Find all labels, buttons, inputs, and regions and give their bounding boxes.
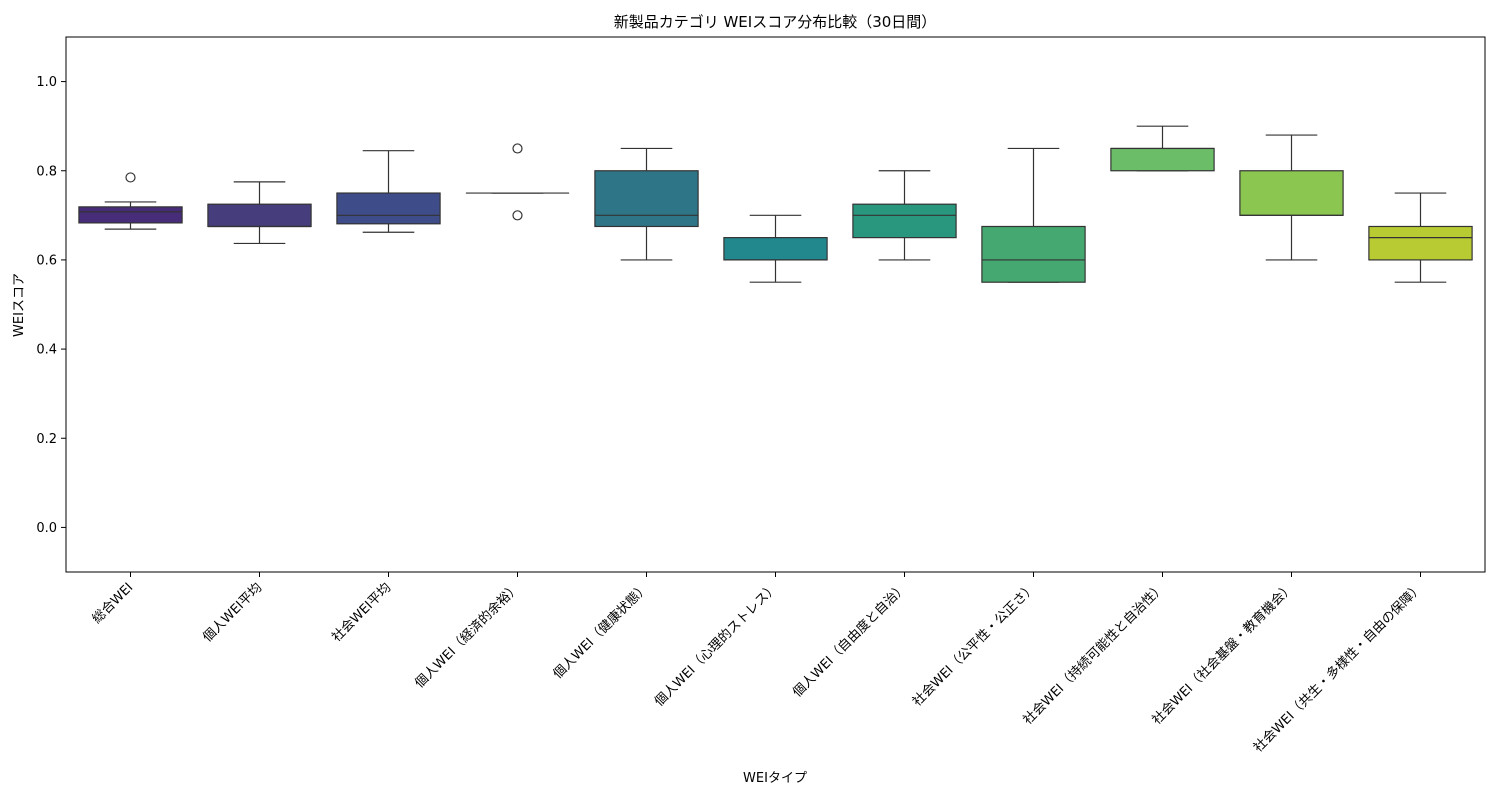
iqr-box <box>207 203 312 228</box>
box-group <box>465 143 570 221</box>
outlier-point <box>125 172 136 183</box>
box-group <box>207 181 312 245</box>
x-axis: 総合WEI 個人WEI平均 社会WEI平均 個人WEI（経済的余裕） 個人WEI（健康状… <box>90 572 1426 756</box>
box-group <box>1368 192 1473 283</box>
iqr-box <box>852 203 957 239</box>
iqr-box <box>723 237 828 261</box>
y-tick-label: 0.4 <box>36 343 57 358</box>
y-tick-label: 0.0 <box>36 521 57 536</box>
y-axis-label: WEIスコア <box>12 273 27 337</box>
iqr-box <box>1368 225 1473 261</box>
x-tick-label: 総合WEI <box>90 580 137 627</box>
box-group <box>336 150 441 233</box>
y-tick-label: 1.0 <box>36 75 57 90</box>
iqr-box <box>594 170 699 228</box>
x-axis-label: WEIタイプ <box>743 771 807 786</box>
x-tick-label: 個人WEI平均 <box>200 580 265 645</box>
boxes-layer <box>78 125 1473 283</box>
x-tick-label: 社会WEI（社会基盤・教育機会） <box>1149 580 1297 728</box>
box-group <box>594 147 699 261</box>
x-tick-label: 個人WEI（心理的ストレス） <box>651 580 781 710</box>
iqr-box <box>1110 147 1215 172</box>
plot-frame <box>65 36 1486 573</box>
x-tick-label: 社会WEI平均 <box>329 580 395 646</box>
box-group <box>1239 134 1344 261</box>
chart-title: 新製品カテゴリ WEIスコア分布比較（30日間） <box>614 13 937 31</box>
x-tick-label: 個人WEI（健康状態） <box>550 580 652 682</box>
iqr-box <box>981 225 1086 283</box>
x-tick-label: 社会WEI（持続可能性と自治性） <box>1020 580 1168 728</box>
outlier-point <box>512 143 523 154</box>
outlier-point <box>512 210 523 221</box>
iqr-box <box>78 206 183 224</box>
box-group <box>981 147 1086 283</box>
y-tick-label: 0.2 <box>36 432 57 447</box>
y-tick-label: 0.6 <box>36 253 57 268</box>
box-group <box>723 214 828 283</box>
iqr-box <box>1239 170 1344 216</box>
box-group <box>78 172 183 230</box>
x-tick-label: 社会WEI（公平性・公正さ） <box>909 580 1039 710</box>
x-tick-label: 個人WEI（自由度と自治） <box>789 580 910 701</box>
y-axis: 0.0 0.2 0.4 0.6 0.8 1.0 <box>36 75 66 536</box>
x-tick-label: 個人WEI（経済的余裕） <box>412 580 524 692</box>
iqr-box <box>336 192 441 225</box>
y-tick-label: 0.8 <box>36 164 57 179</box>
box-group <box>852 170 957 261</box>
box-group <box>1110 125 1215 172</box>
